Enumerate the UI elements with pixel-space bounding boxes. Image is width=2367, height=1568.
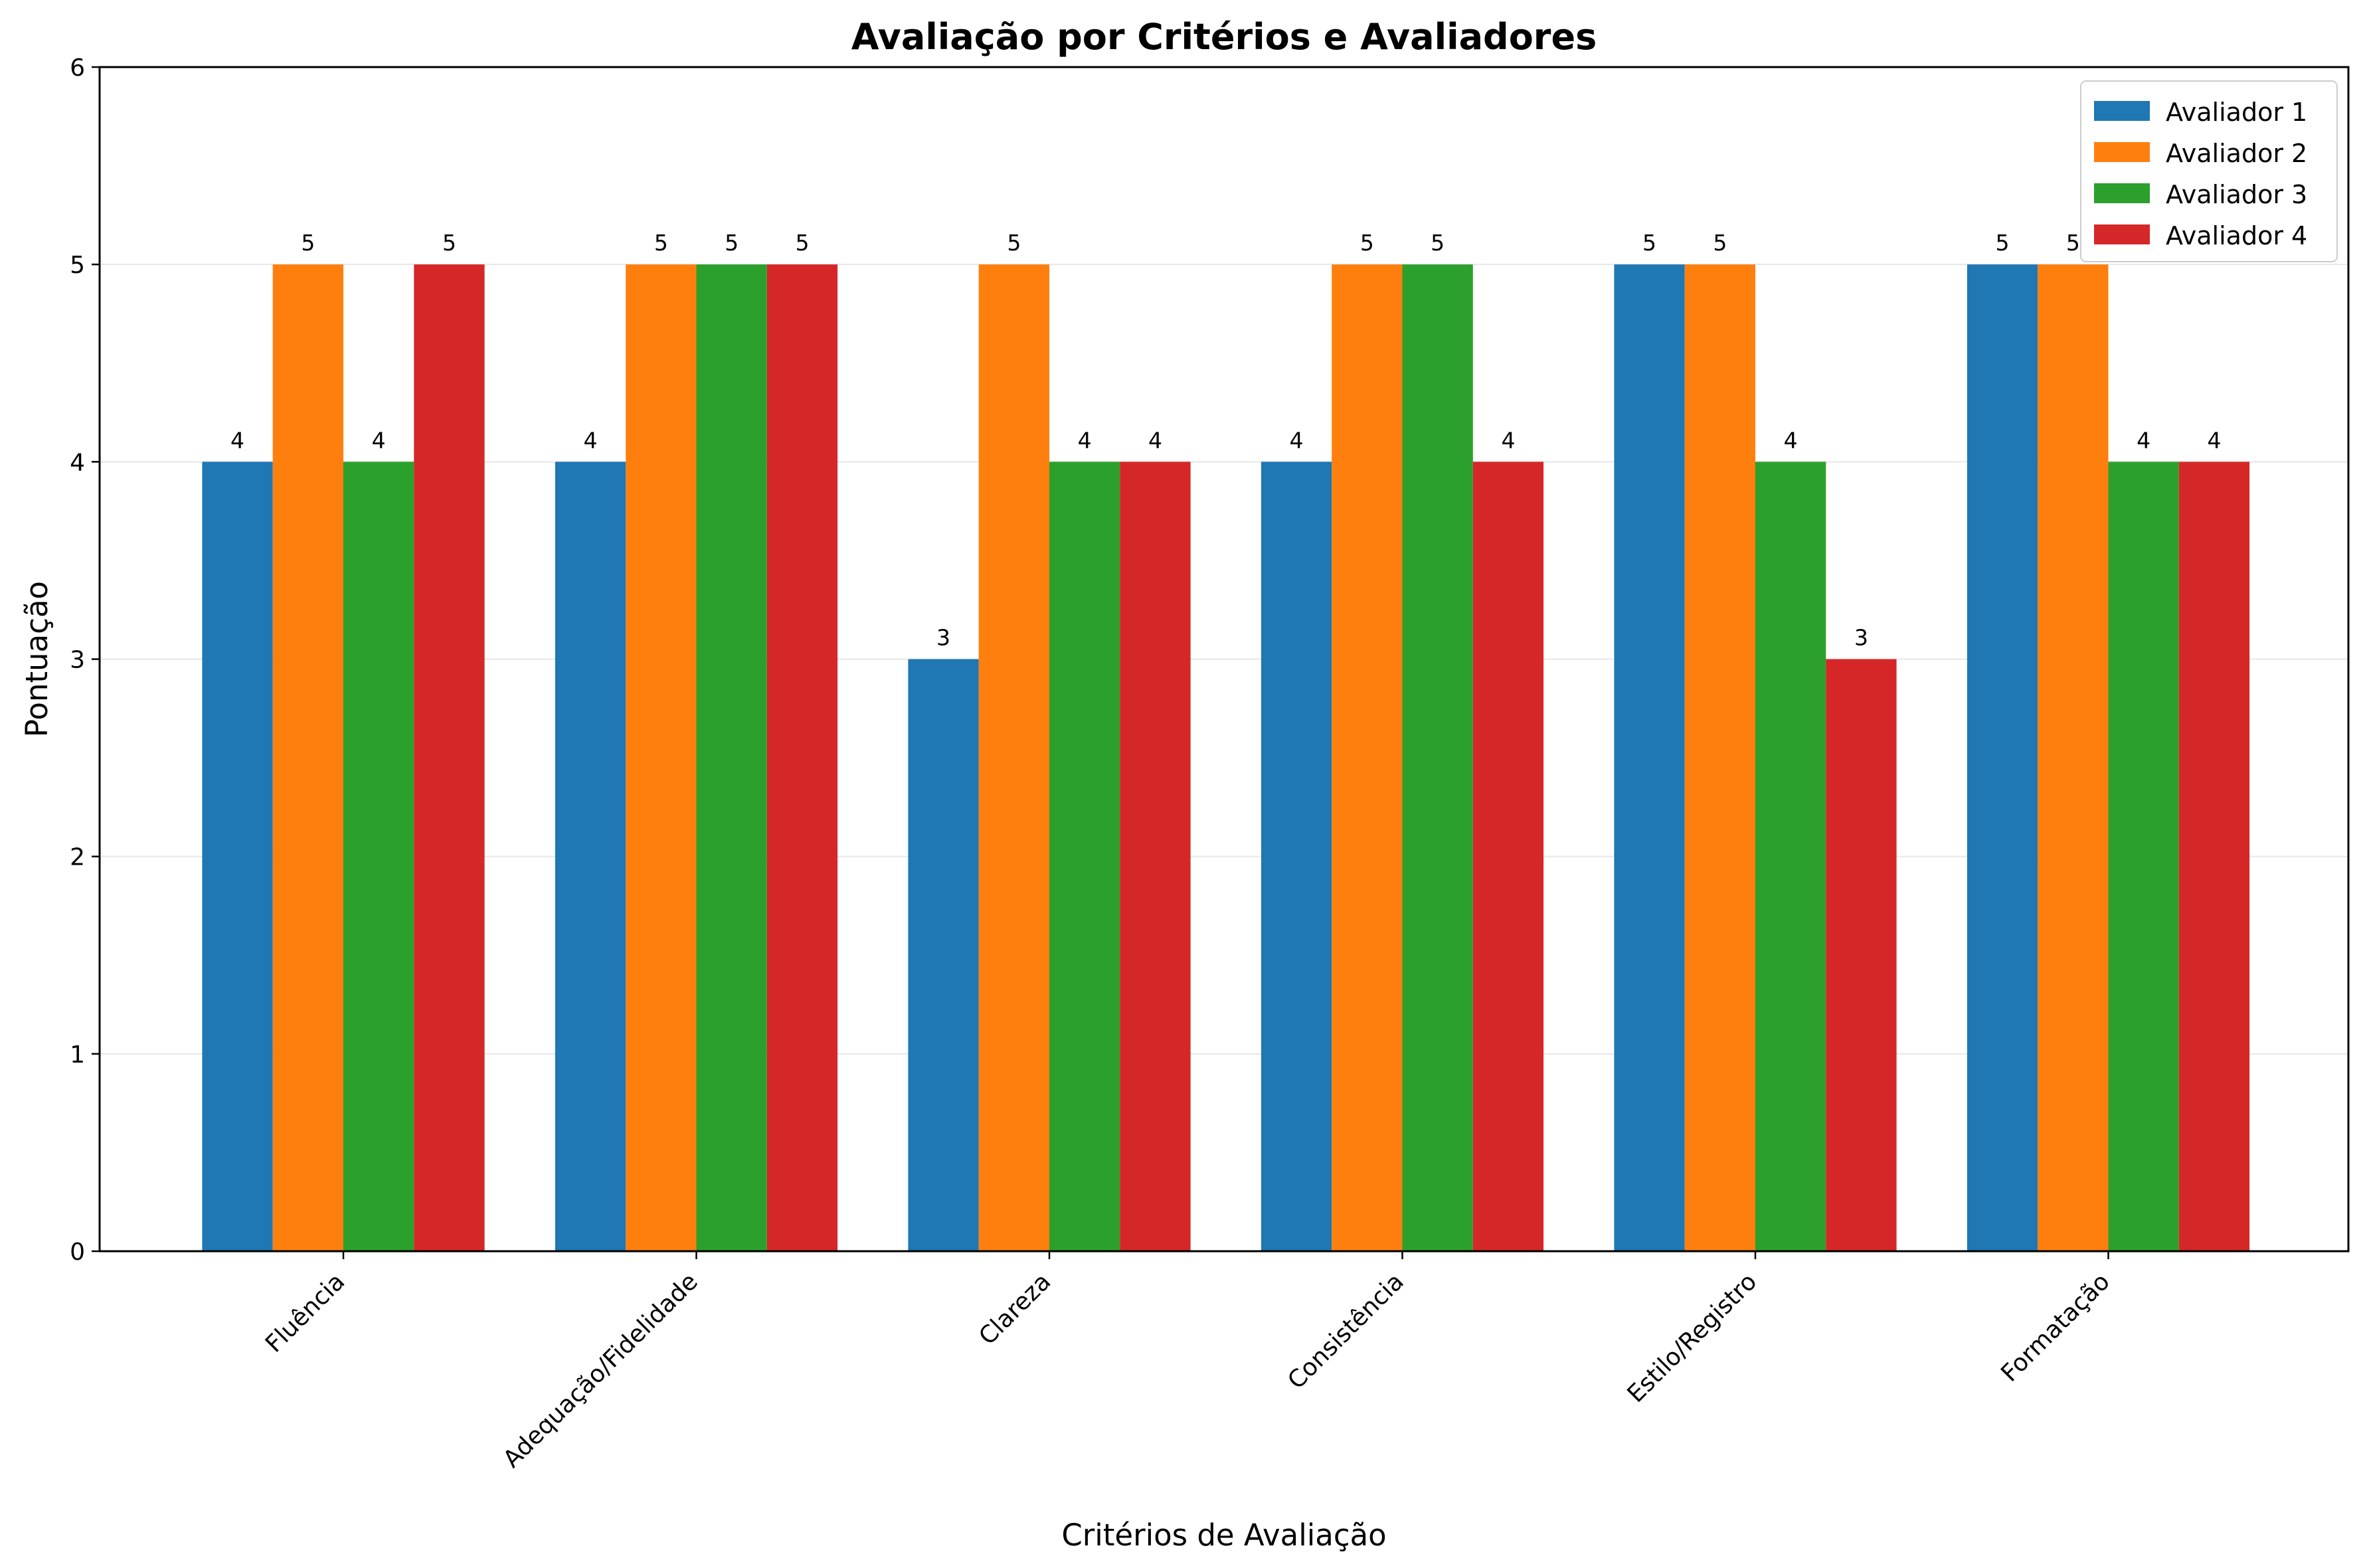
bar-value-label: 4 bbox=[2137, 427, 2150, 453]
bar bbox=[696, 264, 767, 1252]
bar bbox=[343, 462, 414, 1252]
bar-value-label: 5 bbox=[1996, 230, 2010, 256]
y-tick-label: 6 bbox=[70, 54, 85, 82]
legend-swatch bbox=[2094, 183, 2150, 203]
legend-label: Avaliador 3 bbox=[2166, 180, 2307, 209]
bar-value-label: 4 bbox=[1784, 427, 1798, 453]
bar-value-label: 4 bbox=[584, 427, 598, 453]
y-axis-label: Pontuação bbox=[19, 581, 54, 737]
chart-title: Avaliação por Critérios e Avaliadores bbox=[851, 16, 1597, 58]
bar-value-label: 5 bbox=[1642, 230, 1656, 256]
legend-swatch bbox=[2094, 142, 2150, 162]
bar bbox=[2108, 462, 2179, 1252]
bar-value-label: 3 bbox=[936, 625, 950, 651]
bar-value-label: 4 bbox=[1501, 427, 1515, 453]
bar bbox=[1261, 462, 1332, 1252]
bar bbox=[978, 264, 1049, 1252]
bars bbox=[202, 264, 2250, 1252]
bar-value-label: 5 bbox=[1360, 230, 1374, 256]
legend-box bbox=[2080, 80, 2338, 262]
bar-value-label: 5 bbox=[442, 230, 456, 256]
bar bbox=[1614, 264, 1685, 1252]
bar-value-label: 4 bbox=[2207, 427, 2221, 453]
x-axis-label: Critérios de Avaliação bbox=[1061, 1518, 1386, 1553]
bar-value-labels: 4 5 4 5 4 5 5 5 3 5 4 4 4 5 5 4 5 5 4 3 5 5 4 4 bbox=[230, 230, 2221, 650]
legend: Avaliador 1 Avaliador 2 Avaliador 3 Avaliad… bbox=[2080, 80, 2338, 262]
bar-value-label: 5 bbox=[654, 230, 668, 256]
y-tick-label: 4 bbox=[70, 449, 85, 476]
y-tick-label: 0 bbox=[70, 1239, 85, 1266]
bar bbox=[272, 264, 343, 1252]
legend-swatch bbox=[2094, 101, 2150, 121]
bar bbox=[555, 462, 626, 1252]
bar-value-label: 4 bbox=[1148, 427, 1162, 453]
bar bbox=[2038, 264, 2109, 1252]
bar-value-label: 5 bbox=[795, 230, 809, 256]
bar-value-label: 4 bbox=[1290, 427, 1304, 453]
bar-value-label: 5 bbox=[1007, 230, 1021, 256]
bar bbox=[1402, 264, 1473, 1252]
bar-value-label: 5 bbox=[301, 230, 315, 256]
bar-value-label: 3 bbox=[1854, 625, 1868, 651]
bar bbox=[1755, 462, 1826, 1252]
bar bbox=[1472, 462, 1544, 1252]
bar-value-label: 5 bbox=[2066, 230, 2080, 256]
bar bbox=[1332, 264, 1403, 1252]
y-tick-label: 2 bbox=[70, 844, 85, 871]
legend-label: Avaliador 2 bbox=[2166, 139, 2307, 168]
y-tick-label: 5 bbox=[70, 252, 85, 279]
bar bbox=[1967, 264, 2038, 1252]
bar bbox=[414, 264, 485, 1252]
bar bbox=[1826, 659, 1897, 1251]
bar bbox=[908, 659, 979, 1251]
bar-value-label: 5 bbox=[1431, 230, 1445, 256]
bar-value-label: 4 bbox=[230, 427, 244, 453]
legend-label: Avaliador 4 bbox=[2166, 221, 2307, 250]
y-axis: 0 1 2 3 4 5 6 bbox=[70, 54, 100, 1266]
legend-swatch bbox=[2094, 224, 2150, 244]
bar-value-label: 4 bbox=[1078, 427, 1092, 453]
y-tick-label: 3 bbox=[70, 647, 85, 674]
bar bbox=[1049, 462, 1120, 1252]
bar bbox=[766, 264, 838, 1252]
bar bbox=[626, 264, 697, 1252]
bar-value-label: 5 bbox=[725, 230, 739, 256]
y-tick-label: 1 bbox=[70, 1041, 85, 1069]
bar-value-label: 4 bbox=[372, 427, 386, 453]
bar-value-label: 5 bbox=[1713, 230, 1727, 256]
legend-label: Avaliador 1 bbox=[2166, 98, 2307, 127]
bar bbox=[2178, 462, 2250, 1252]
bar bbox=[202, 462, 273, 1252]
bar bbox=[1120, 462, 1191, 1252]
bar bbox=[1684, 264, 1755, 1252]
